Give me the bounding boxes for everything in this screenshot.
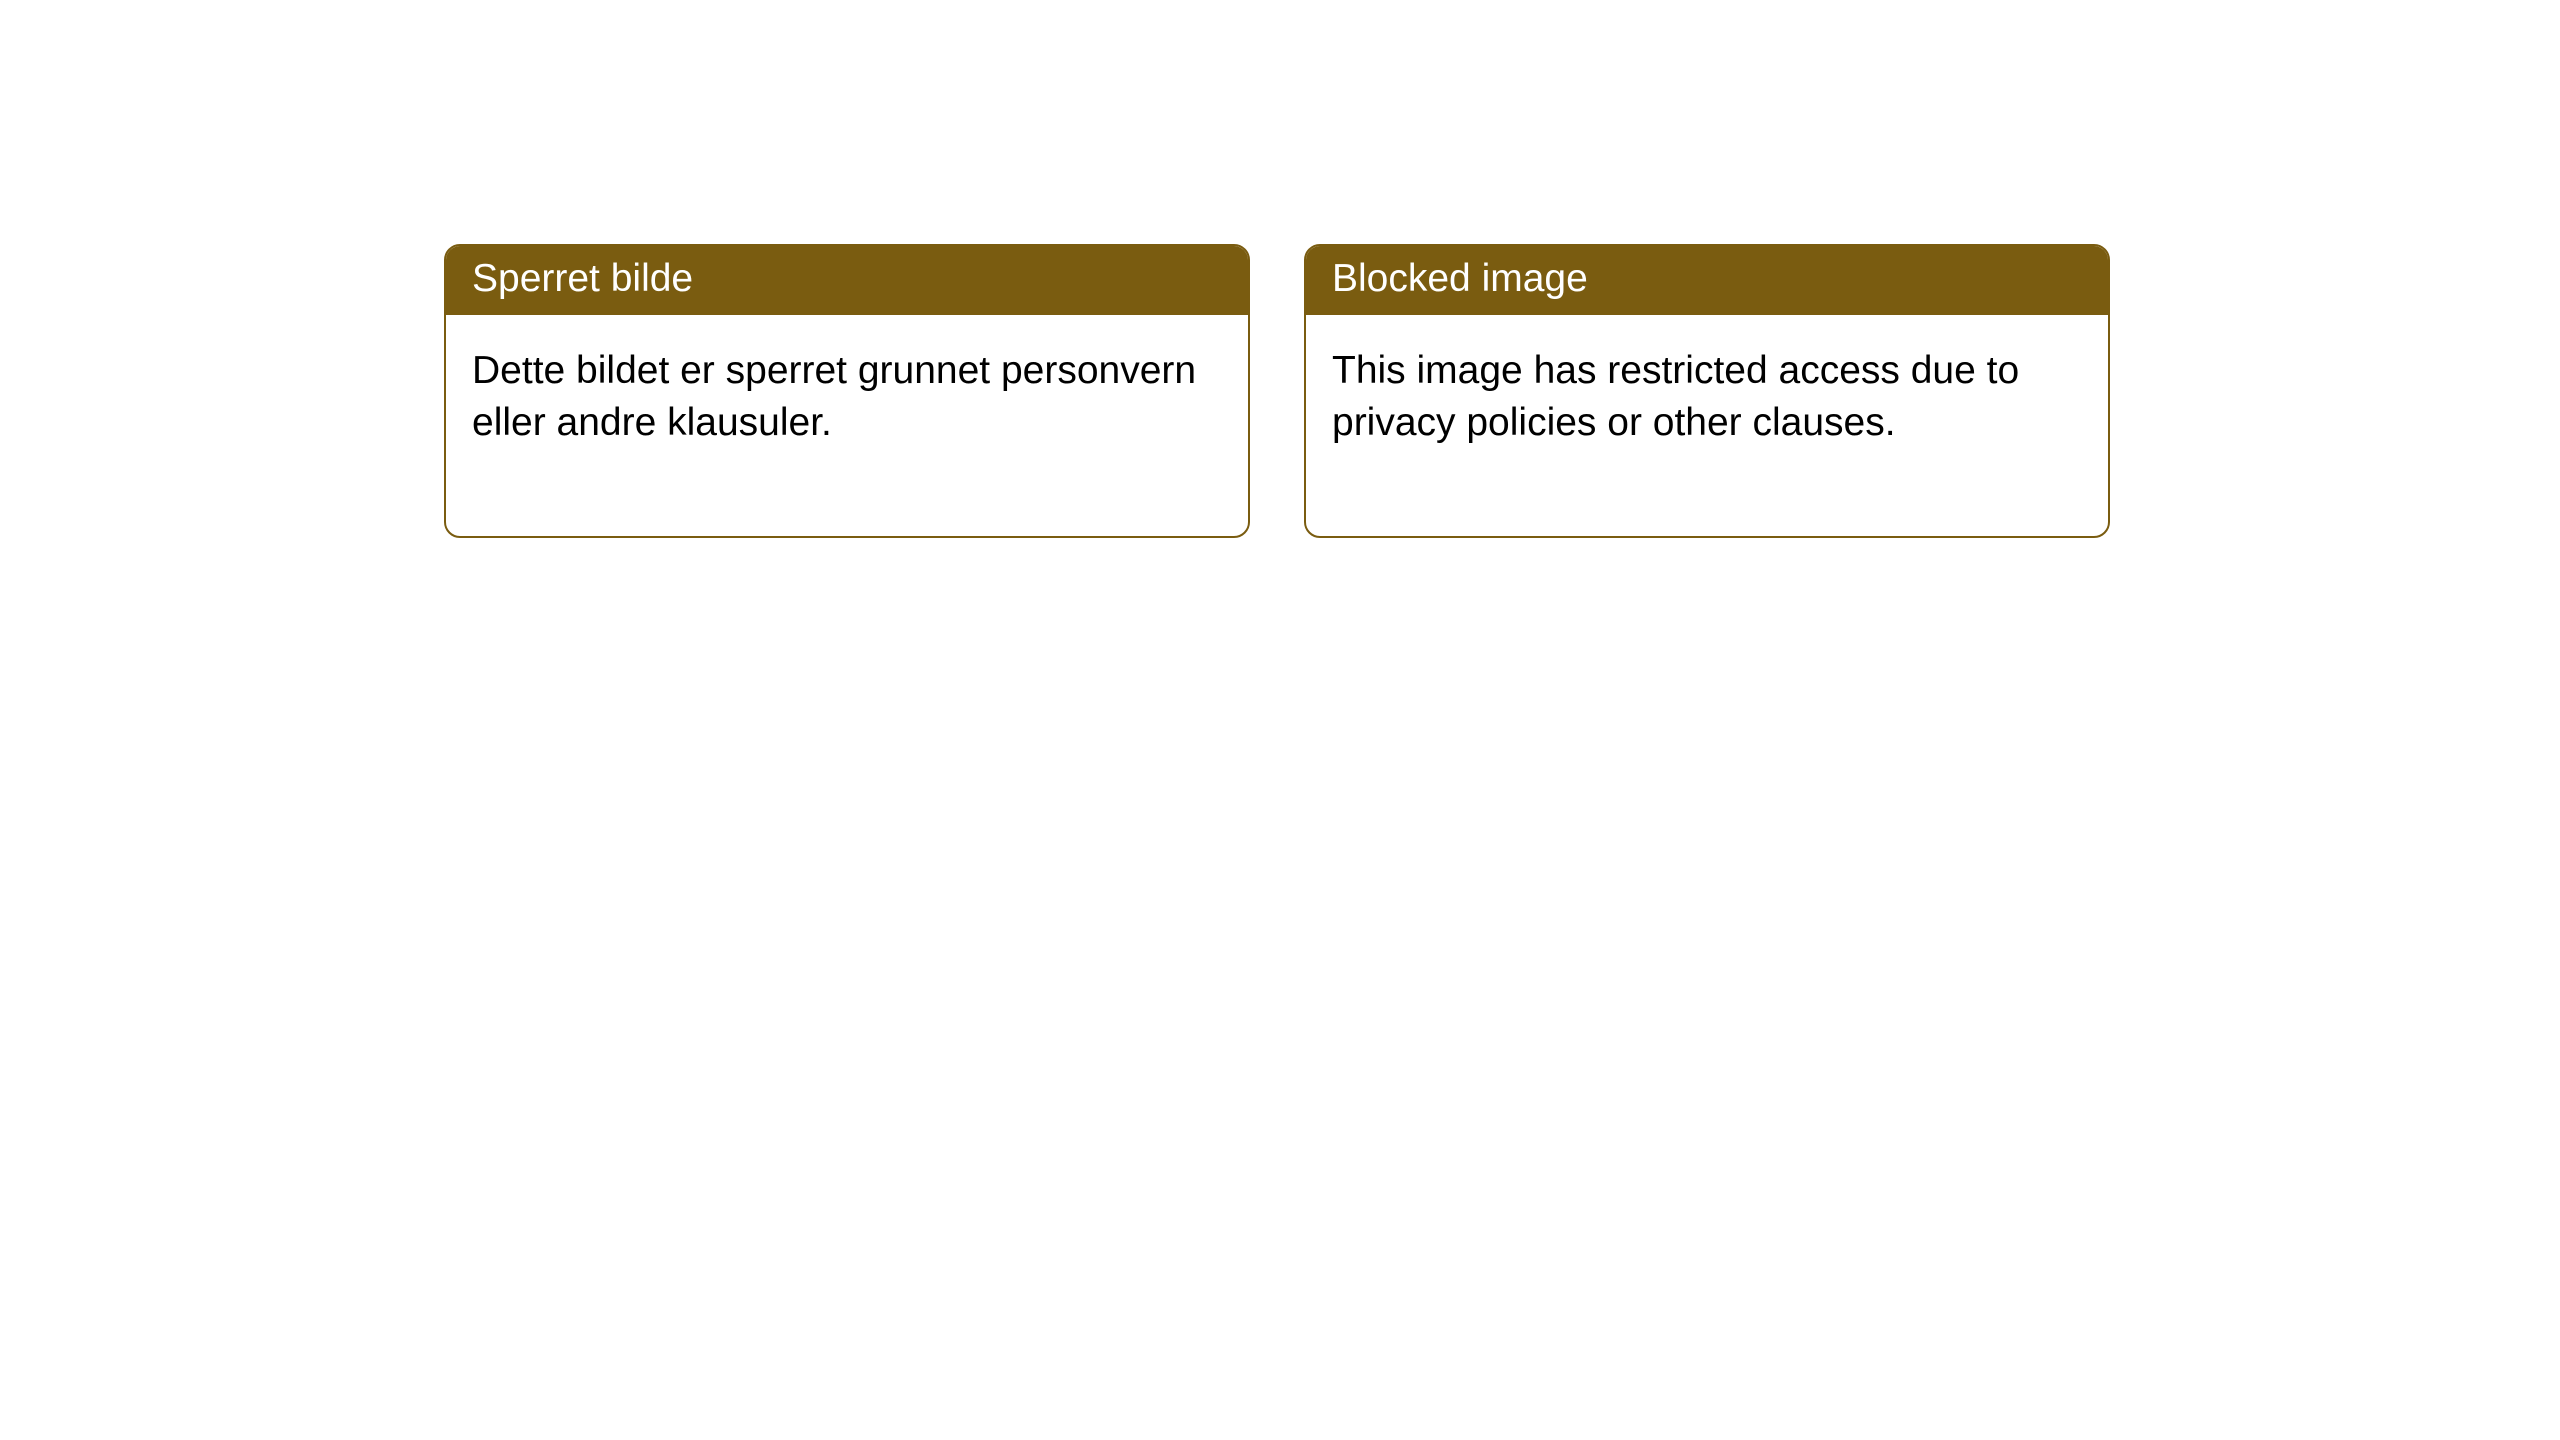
notice-container: Sperret bilde Dette bildet er sperret gr…: [0, 0, 2560, 538]
notice-body: This image has restricted access due to …: [1306, 315, 2108, 536]
notice-title: Blocked image: [1332, 257, 1588, 300]
notice-title: Sperret bilde: [472, 257, 693, 300]
notice-body: Dette bildet er sperret grunnet personve…: [446, 315, 1248, 536]
notice-header: Sperret bilde: [446, 246, 1248, 315]
notice-header: Blocked image: [1306, 246, 2108, 315]
notice-card-norwegian: Sperret bilde Dette bildet er sperret gr…: [444, 244, 1250, 538]
notice-text: This image has restricted access due to …: [1332, 349, 2019, 445]
notice-card-english: Blocked image This image has restricted …: [1304, 244, 2110, 538]
notice-text: Dette bildet er sperret grunnet personve…: [472, 349, 1196, 445]
